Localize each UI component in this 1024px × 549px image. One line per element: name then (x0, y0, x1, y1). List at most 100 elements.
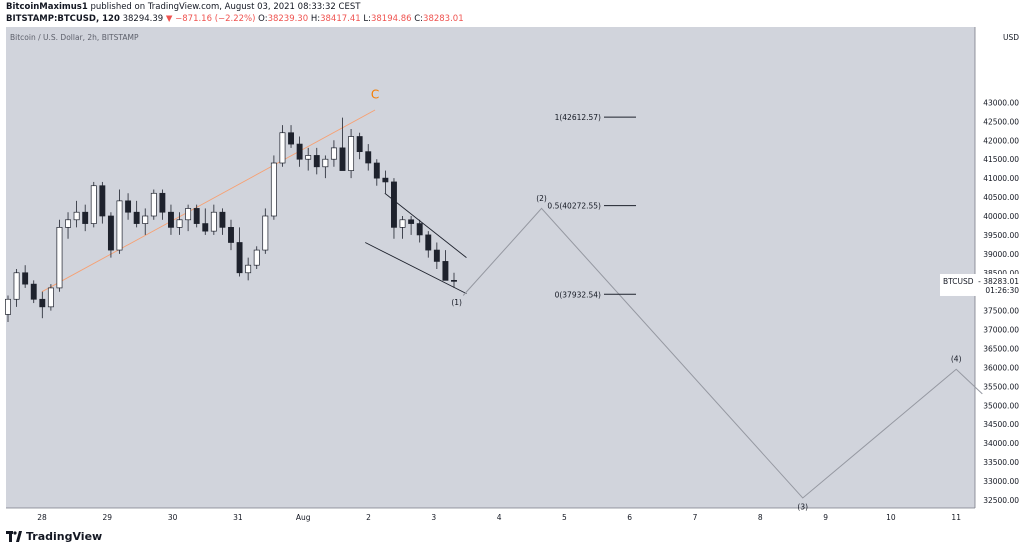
close-value: 38283.01 (423, 14, 464, 24)
current-price-symbol: BTCUSD (943, 277, 974, 286)
publication-header: BitcoinMaximus1 published on TradingView… (0, 0, 1024, 26)
candle (125, 193, 132, 220)
candle (339, 117, 346, 171)
y-tick-label: 41000.00 (983, 174, 1019, 183)
wave-label: (2) (536, 194, 547, 203)
candle (442, 250, 449, 281)
change-value: −871.16 (−2.22%) (175, 14, 256, 24)
candle (391, 178, 397, 239)
current-price-value: - 38283.01 (978, 277, 1019, 286)
candle (13, 268, 20, 307)
candle (288, 125, 294, 148)
current-price-box (940, 273, 1020, 296)
x-tick-label: 11 (951, 513, 961, 522)
wave-label: (1) (451, 298, 462, 307)
candle (47, 284, 54, 311)
candle (382, 170, 389, 194)
high-value: 38417.41 (320, 14, 361, 24)
wave-projection-path (462, 207, 983, 499)
candle (270, 155, 277, 220)
y-tick-label: 40000.00 (983, 212, 1019, 221)
publication-line: BitcoinMaximus1 published on TradingView… (6, 2, 360, 12)
candle (22, 265, 29, 288)
bar-countdown: 01:26:30 (985, 286, 1019, 295)
wave-c-trendline (41, 109, 376, 293)
x-tick-label: 8 (758, 513, 763, 522)
fib-level-label: 1(42612.57) (555, 113, 601, 122)
x-tick-label: 7 (693, 513, 698, 522)
x-tick-label: Aug (296, 513, 311, 522)
y-axis-unit: USD (1003, 33, 1019, 42)
y-tick-label: 33000.00 (983, 477, 1019, 486)
y-tick-label: 43000.00 (983, 98, 1019, 107)
wave-label: (4) (951, 355, 962, 364)
candle (73, 200, 80, 228)
y-tick-label: 36500.00 (983, 344, 1019, 353)
y-tick-label: 32500.00 (983, 496, 1019, 505)
candle (451, 272, 457, 288)
candle (210, 204, 217, 235)
candle (330, 140, 337, 167)
x-tick-label: 10 (886, 513, 896, 522)
x-tick-label: 3 (431, 513, 436, 522)
candle (356, 132, 363, 160)
plot-area (6, 27, 975, 508)
tradingview-footer: TradingView (6, 528, 102, 544)
candle (296, 136, 303, 167)
y-tick-label: 40500.00 (983, 193, 1019, 202)
fib-level-label: 0(37932.54) (555, 290, 601, 299)
y-tick-label: 39500.00 (983, 231, 1019, 240)
y-tick-label: 36000.00 (983, 363, 1019, 372)
candle (236, 227, 243, 277)
change-arrow-icon: ▼ (165, 14, 173, 24)
close-label: C: (414, 14, 424, 24)
y-tick-label: 33500.00 (983, 458, 1019, 467)
candle (373, 159, 380, 186)
last-price: 38294.39 (122, 14, 164, 24)
candle (228, 219, 234, 251)
candle (253, 246, 260, 269)
tradingview-brand[interactable]: TradingView (26, 529, 103, 543)
candle (305, 147, 312, 171)
candle (90, 181, 97, 228)
candle (262, 208, 269, 254)
candle (116, 189, 123, 254)
candle (219, 208, 226, 235)
published-text: published on TradingView.com, August 03,… (90, 2, 361, 12)
candle (82, 204, 89, 232)
candle (365, 144, 372, 171)
candle (159, 189, 166, 220)
candle (56, 219, 63, 292)
x-tick-label: 29 (103, 513, 113, 522)
y-tick-label: 38500.00 (983, 269, 1019, 278)
y-tick-label: 34000.00 (983, 439, 1019, 448)
x-tick-label: 6 (627, 513, 632, 522)
candle (150, 189, 157, 220)
x-tick-label: 9 (823, 513, 828, 522)
low-label: L: (363, 14, 371, 24)
candle (39, 291, 46, 319)
y-tick-label: 37500.00 (983, 307, 1019, 316)
author-name[interactable]: BitcoinMaximus1 (6, 2, 88, 12)
ohlc-line: BITSTAMP:BTCUSD, 120 38294.39 ▼ −871.16 … (6, 14, 464, 24)
candle (408, 216, 415, 235)
candle (168, 204, 174, 235)
candle (416, 219, 423, 243)
candle (176, 212, 183, 235)
candle (99, 181, 106, 224)
candle (107, 212, 114, 258)
y-tick-label: 34500.00 (983, 420, 1019, 429)
fib-level-label: 0.5(40272.55) (547, 202, 601, 211)
y-tick-label: 37000.00 (983, 326, 1019, 335)
low-value: 38194.86 (370, 14, 412, 24)
chart-title: Bitcoin / U.S. Dollar, 2h, BITSTAMP (10, 33, 139, 42)
symbol-label: BITSTAMP:BTCUSD, 120 (6, 14, 120, 24)
candle (425, 231, 432, 258)
candle (65, 212, 71, 239)
x-tick-label: 4 (497, 513, 502, 522)
candle (433, 242, 440, 269)
candle (279, 125, 286, 167)
candle (133, 200, 140, 228)
wedge-upper-line (384, 192, 467, 258)
